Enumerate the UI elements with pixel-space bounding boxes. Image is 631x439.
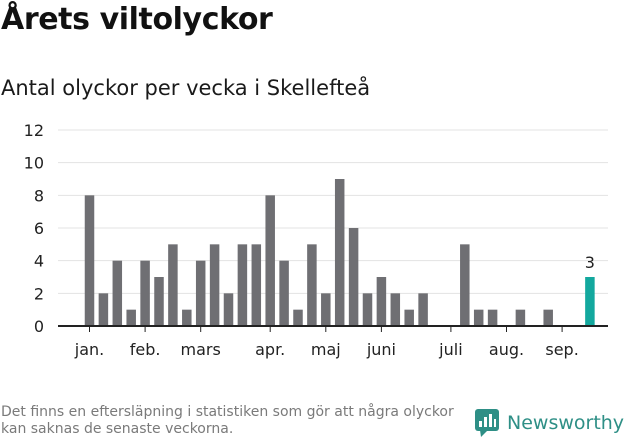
bar (182, 309, 192, 326)
bar (515, 309, 526, 326)
y-tick-label: 2 (34, 284, 44, 303)
chart-title: Årets viltolyckor (1, 2, 273, 37)
bar (265, 195, 275, 326)
bar (84, 195, 95, 326)
bar (543, 309, 553, 326)
bar (376, 277, 387, 326)
y-tick-label: 0 (34, 317, 44, 336)
y-tick-label: 12 (24, 121, 44, 140)
bar (112, 260, 123, 326)
bar (154, 277, 164, 326)
bar (418, 293, 428, 326)
newsworthy-logo[interactable]: Newsworthy (475, 407, 624, 439)
bar (251, 244, 262, 326)
bar (98, 293, 109, 326)
x-tick-label: sep. (545, 340, 578, 359)
annotations: 3 (585, 253, 595, 272)
bar (237, 244, 248, 326)
x-tick-label: maj (311, 340, 341, 359)
y-axis-ticks: 0 2 4 6 8 10 12 (24, 121, 44, 336)
bars (84, 179, 595, 326)
x-tick-label: juni (366, 340, 396, 359)
bar (126, 309, 136, 326)
bar (307, 244, 317, 326)
bar (460, 244, 470, 326)
x-tick-label: aug. (489, 340, 524, 359)
bar (404, 309, 414, 326)
bar (195, 260, 206, 326)
bar (334, 179, 345, 326)
bar (209, 244, 220, 326)
y-tick-label: 6 (34, 219, 44, 238)
x-tick-label: mars (181, 340, 221, 359)
bar-chart: 0 2 4 6 8 10 12 jan. feb. mars apr. maj juni juli aug… (24, 121, 608, 359)
y-tick-label: 4 (34, 252, 44, 271)
y-tick-label: 8 (34, 186, 44, 205)
bar (168, 244, 178, 326)
bar (348, 228, 359, 326)
chart-subtitle: Antal olyckor per vecka i Skellefteå (1, 76, 371, 100)
bar (473, 309, 484, 326)
bar-highlight (585, 277, 595, 326)
footnote: Det finns en eftersläpning i statistiken… (1, 404, 454, 437)
data-label: 3 (585, 253, 595, 272)
bar (390, 293, 401, 326)
bar (279, 260, 289, 326)
bar (362, 293, 373, 326)
bar (487, 309, 498, 326)
brand-name: Newsworthy (507, 412, 625, 434)
speech-bubble-chart-icon (475, 409, 499, 437)
x-tick-label: apr. (255, 340, 285, 359)
x-tick-label: feb. (130, 340, 161, 359)
bar (140, 260, 150, 326)
bar (321, 293, 331, 326)
x-tick-label: juli (438, 340, 462, 359)
bar (293, 309, 303, 326)
bar (223, 293, 234, 326)
x-tick-label: jan. (74, 340, 104, 359)
x-axis: jan. feb. mars apr. maj juni juli aug. sep. (58, 325, 608, 359)
y-tick-label: 10 (24, 154, 44, 173)
